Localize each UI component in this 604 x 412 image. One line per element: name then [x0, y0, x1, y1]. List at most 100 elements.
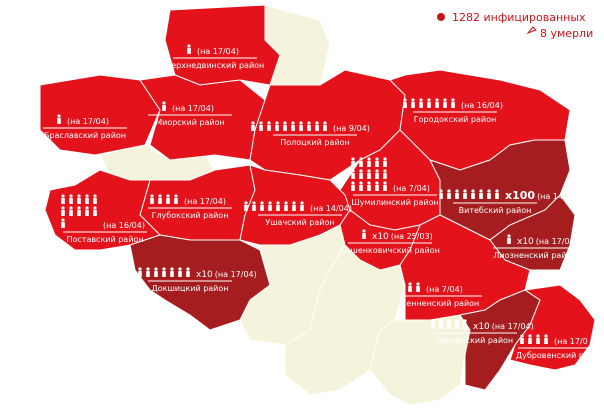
person-icon — [85, 206, 89, 210]
person-icon — [93, 206, 97, 210]
date: (на 16/04) — [461, 101, 503, 110]
person-icon — [471, 189, 475, 193]
district-label: (на 17/0 Дубровенский район — [516, 334, 604, 360]
person-icon — [77, 194, 81, 198]
district-label: (на 7/04) Сенненский район — [398, 282, 482, 308]
person-icon — [291, 121, 295, 125]
person-icon — [244, 205, 248, 211]
district-name: Поставский район — [66, 235, 143, 244]
date: (на 17/04) — [215, 270, 257, 279]
person-icon — [85, 198, 89, 204]
person-icon — [520, 338, 524, 344]
person-icon — [138, 271, 142, 277]
district-shape — [399, 214, 531, 321]
legend-icon — [526, 26, 537, 35]
person-icon — [447, 323, 451, 329]
date: (на 9/04) — [333, 124, 370, 133]
district-name: Бешенковичский район — [340, 246, 440, 255]
person-icon — [138, 267, 142, 271]
person-icon — [463, 189, 467, 193]
person-icon — [367, 161, 371, 167]
multiplier: x10 — [517, 237, 534, 247]
district-label: (на 14/04) Ушачский район — [244, 201, 352, 227]
person-icon — [252, 205, 256, 211]
person-icon — [187, 48, 191, 54]
person-icon — [158, 194, 162, 198]
person-icon — [471, 193, 475, 199]
person-icon — [447, 189, 451, 193]
person-icon — [362, 229, 366, 233]
district-label: (на 7/04) Шумилинский район — [351, 157, 439, 207]
person-icon — [162, 101, 166, 105]
district-label: (на 17/04) Браславский район — [43, 114, 127, 140]
person-icon — [479, 193, 483, 199]
person-icon — [267, 125, 271, 131]
legend-icon — [437, 13, 445, 21]
person-icon — [299, 125, 303, 131]
person-icon — [536, 338, 540, 344]
person-icon — [93, 198, 97, 204]
district-name: Витебский район — [459, 206, 532, 215]
person-icon — [170, 271, 174, 277]
person-icon — [408, 282, 412, 286]
person-icon — [307, 125, 311, 131]
person-icon — [359, 173, 363, 179]
person-icon — [411, 98, 415, 102]
person-icon — [544, 334, 548, 338]
person-icon — [146, 267, 150, 271]
person-icon — [367, 157, 371, 161]
district-label: (на 9/04) Полоцкий район — [251, 121, 370, 147]
district-name: Браславский район — [44, 131, 126, 140]
person-icon — [178, 267, 182, 271]
person-icon — [259, 121, 263, 125]
district-label: x10 (на 17/04) Докшицкий район — [138, 267, 257, 293]
region-shape — [264, 4, 331, 86]
person-icon — [351, 181, 355, 185]
person-icon — [57, 118, 61, 124]
person-icon — [439, 319, 443, 323]
person-icon — [367, 185, 371, 191]
person-icon — [93, 210, 97, 216]
person-icon — [186, 267, 190, 271]
person-icon — [174, 198, 178, 204]
icon-group — [57, 114, 61, 124]
person-icon — [383, 157, 387, 161]
person-icon — [275, 121, 279, 125]
district-name: Сенненский район — [401, 299, 480, 308]
icon-group — [439, 189, 499, 199]
person-icon — [507, 238, 511, 244]
person-icon — [431, 319, 435, 323]
person-icon — [300, 201, 304, 205]
person-icon — [162, 267, 166, 271]
person-icon — [315, 121, 319, 125]
person-icon — [69, 210, 73, 216]
person-icon — [455, 193, 459, 199]
icon-group — [150, 194, 178, 204]
person-icon — [362, 233, 366, 239]
person-icon — [93, 194, 97, 198]
district-label: x10 (на 17/04) Оршанский район — [431, 319, 534, 345]
person-icon — [77, 198, 81, 204]
person-icon — [154, 271, 158, 277]
legend: 1282 инфицированных 8 умерли — [437, 11, 593, 40]
person-icon — [186, 271, 190, 277]
person-icon — [323, 121, 327, 125]
district-shape — [489, 194, 576, 271]
person-icon — [69, 194, 73, 198]
person-icon — [463, 323, 467, 329]
district-name: Ушачский район — [265, 218, 334, 227]
person-icon — [375, 157, 379, 161]
person-icon — [299, 121, 303, 125]
district-shape — [39, 74, 161, 156]
person-icon — [375, 181, 379, 185]
person-icon — [463, 319, 467, 323]
person-icon — [528, 338, 532, 344]
date: (на 17/04) — [172, 104, 214, 113]
person-icon — [166, 194, 170, 198]
person-icon — [495, 193, 499, 199]
district-name: Глубокский район — [152, 211, 229, 220]
person-icon — [359, 169, 363, 173]
date: (на 17/04) — [184, 197, 226, 206]
person-icon — [439, 189, 443, 193]
person-icon — [260, 201, 264, 205]
